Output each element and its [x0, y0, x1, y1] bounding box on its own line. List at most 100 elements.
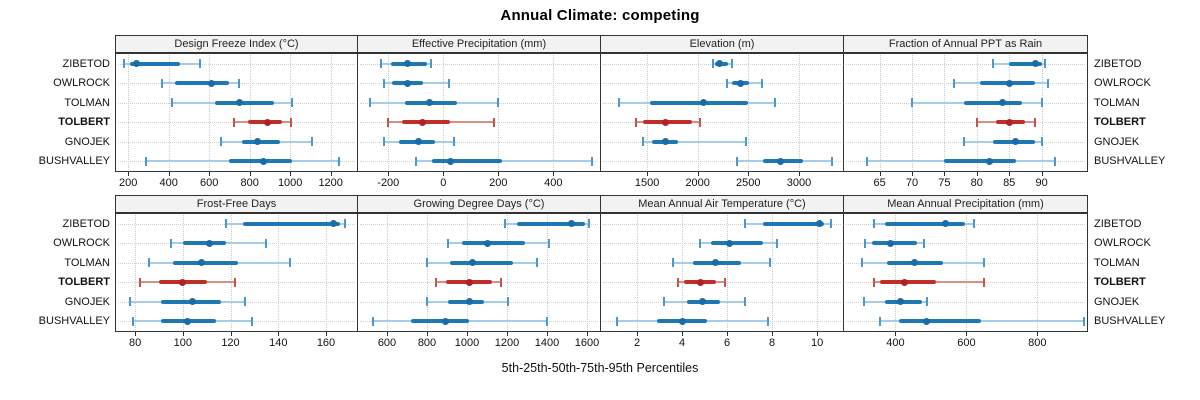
median-dot	[777, 157, 785, 165]
axis-tick	[912, 172, 913, 176]
station-label: TOLMAN	[64, 256, 110, 269]
whisker-cap	[170, 98, 173, 108]
whisker-cap	[369, 98, 372, 108]
axis-tick	[209, 172, 211, 176]
median-dot	[941, 220, 949, 228]
station-label: BUSHVALLEY	[38, 315, 110, 328]
axis-tick-label: 200	[119, 177, 138, 189]
axis-tick-label: 160	[316, 337, 336, 349]
interquartile-bar	[130, 61, 180, 66]
median-dot	[198, 259, 206, 267]
gridline-horizontal	[360, 141, 598, 143]
station-label: TOLMAN	[1094, 256, 1140, 269]
whisker-cap	[1043, 59, 1046, 69]
percentile-whisker	[415, 160, 592, 163]
gridline-vertical	[879, 55, 881, 170]
median-dot	[441, 317, 449, 325]
station-label: TOLBERT	[1094, 276, 1146, 289]
whisker-cap	[372, 316, 374, 326]
axis-tick-label: 1000	[454, 337, 480, 349]
axis-tick-label: 200	[489, 177, 508, 189]
median-dot	[205, 239, 213, 247]
median-dot	[404, 60, 411, 68]
whisker-cap	[983, 277, 986, 287]
median-dot	[179, 278, 187, 286]
whisker-cap	[1053, 156, 1056, 166]
axis-tick	[748, 172, 750, 176]
axis-tick-label: 400	[544, 177, 563, 189]
whisker-cap	[617, 98, 620, 108]
gridline-vertical	[443, 55, 445, 170]
panel-header: Effective Precipitation (mm)	[357, 35, 601, 53]
median-dot	[236, 99, 243, 107]
chart-title: Annual Climate: competing	[500, 7, 700, 24]
whisker-cap	[337, 156, 340, 166]
whisker-cap	[699, 238, 702, 248]
interquartile-bar	[173, 260, 238, 265]
axis-tick	[1041, 172, 1043, 176]
axis-tick	[772, 332, 774, 336]
interquartile-bar	[884, 221, 965, 226]
whisker-cap	[873, 219, 876, 229]
axis-tick	[507, 332, 508, 336]
gridline-vertical	[547, 215, 548, 330]
whisker-cap	[426, 258, 428, 268]
gridline-vertical	[128, 55, 130, 170]
whisker-cap	[145, 156, 148, 166]
axis-tick	[553, 172, 555, 176]
whisker-cap	[291, 98, 294, 108]
axis-tick	[249, 172, 251, 176]
interquartile-bar	[432, 159, 503, 164]
axis-tick-label: 1400	[534, 337, 560, 349]
whisker-cap	[862, 297, 865, 307]
whisker-cap	[860, 258, 863, 268]
whisker-cap	[383, 78, 386, 88]
whisker-cap	[429, 59, 432, 69]
panel-header: Growing Degree Days (°C)	[357, 195, 601, 213]
whisker-cap	[1082, 316, 1085, 326]
median-dot	[188, 298, 196, 306]
axis-tick-label: 800	[1028, 337, 1047, 349]
axis-tick-label: 65	[873, 177, 886, 189]
whisker-cap	[972, 219, 975, 229]
median-dot	[426, 99, 433, 107]
axis-tick-label: 90	[1035, 177, 1048, 189]
axis-tick	[330, 172, 332, 176]
panel-plot	[115, 213, 358, 332]
axis-tick	[128, 172, 130, 176]
median-dot	[483, 239, 491, 247]
axis-tick-label: 120	[221, 337, 240, 349]
gridline-vertical	[944, 55, 946, 170]
gridline-vertical	[388, 55, 390, 170]
panel-header: Mean Annual Air Temperature (°C)	[600, 195, 844, 213]
whisker-cap	[426, 297, 428, 307]
whisker-cap	[676, 277, 679, 287]
median-dot	[696, 278, 704, 286]
median-dot	[404, 79, 411, 87]
interquartile-bar	[462, 241, 525, 246]
median-dot	[661, 118, 669, 126]
median-dot	[329, 220, 337, 228]
whisker-cap	[831, 156, 834, 166]
interquartile-bar	[963, 100, 1023, 105]
gridline-vertical	[507, 215, 508, 330]
gridline-vertical	[135, 215, 137, 330]
axis-tick	[1037, 332, 1039, 336]
axis-tick-label: 1500	[634, 177, 660, 189]
station-label: TOLMAN	[64, 96, 110, 109]
median-dot	[1031, 60, 1039, 68]
whisker-cap	[1034, 117, 1037, 127]
gridline-vertical	[772, 215, 774, 330]
gridline-vertical	[249, 55, 251, 170]
median-dot	[986, 157, 994, 165]
axis-tick-label: 140	[269, 337, 288, 349]
whisker-cap	[865, 156, 868, 166]
axis-tick	[879, 172, 881, 176]
whisker-cap	[507, 297, 509, 307]
whisker-cap	[962, 137, 965, 147]
whisker-cap	[642, 137, 644, 147]
axis-tick	[388, 172, 390, 176]
gridline-vertical	[817, 215, 819, 330]
whisker-cap	[220, 137, 223, 147]
